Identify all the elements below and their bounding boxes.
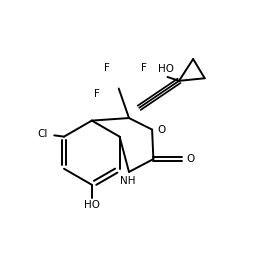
Text: HO: HO — [158, 64, 174, 75]
Text: O: O — [186, 154, 195, 164]
Text: HO: HO — [84, 200, 100, 210]
Text: F: F — [94, 89, 100, 99]
Text: NH: NH — [120, 176, 135, 186]
Text: F: F — [104, 63, 110, 73]
Text: F: F — [141, 63, 147, 73]
Text: O: O — [158, 125, 166, 135]
Text: Cl: Cl — [37, 129, 47, 139]
